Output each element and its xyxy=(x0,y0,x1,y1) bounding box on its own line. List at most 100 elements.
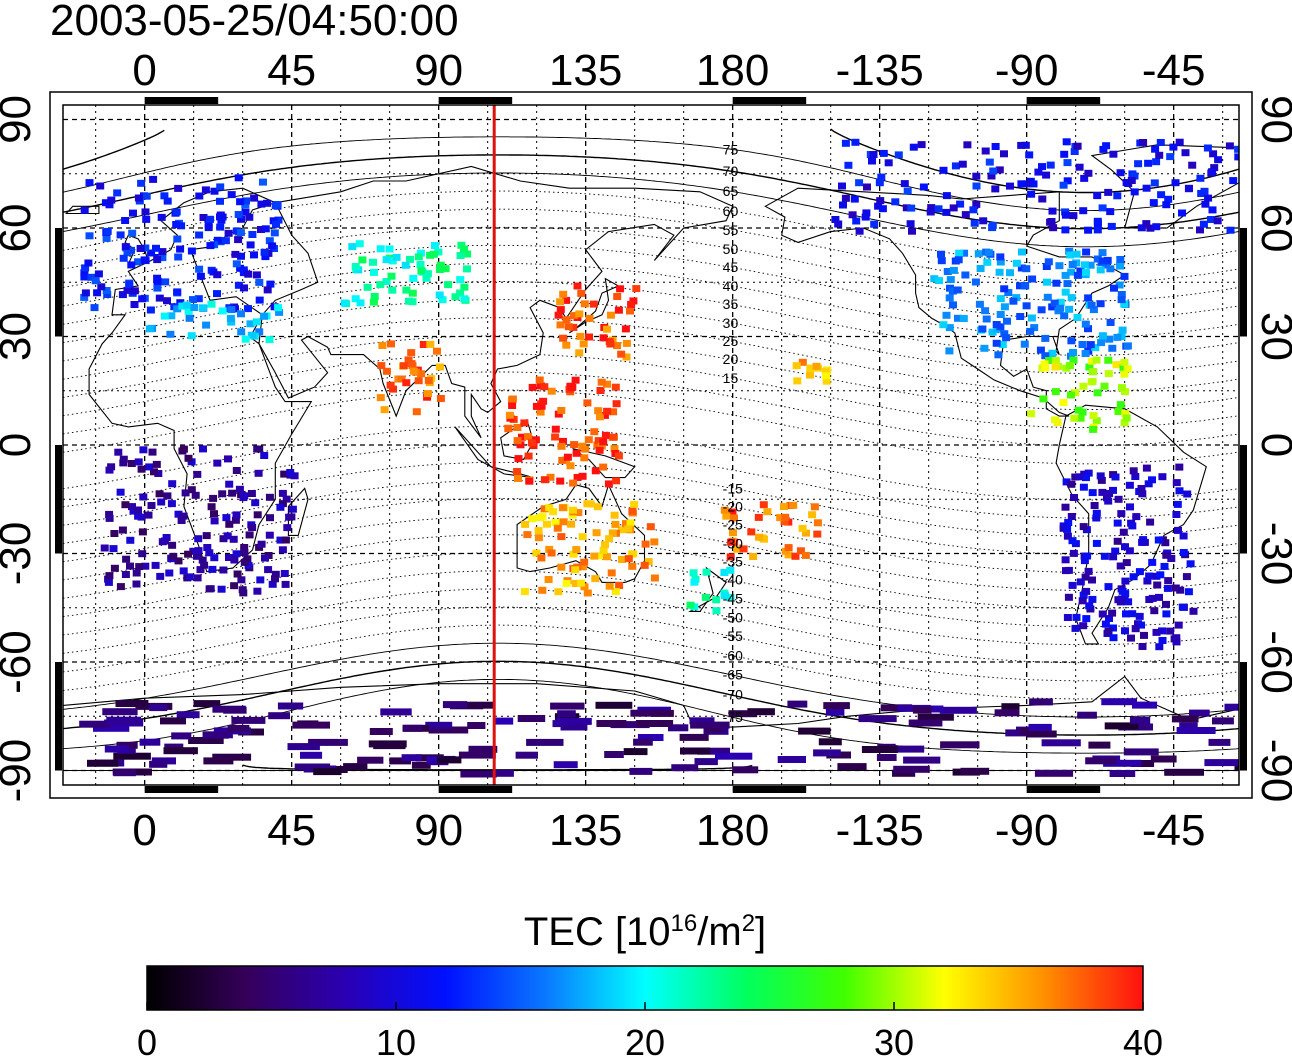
tec-point xyxy=(1164,195,1173,203)
tec-point xyxy=(113,189,122,197)
tec-point xyxy=(412,408,421,416)
tec-point xyxy=(264,566,273,574)
tec-point xyxy=(939,166,948,174)
tec-point xyxy=(987,172,996,180)
tec-point xyxy=(210,510,218,518)
tec-point xyxy=(980,344,989,352)
tec-point xyxy=(802,529,810,537)
tec-point xyxy=(397,375,406,383)
tec-point xyxy=(577,579,586,587)
tec-point xyxy=(556,477,565,485)
tec-point xyxy=(868,157,876,165)
tec-point xyxy=(996,253,1005,261)
tec-point xyxy=(213,290,221,298)
tec-point xyxy=(1102,142,1111,150)
tec-point xyxy=(253,511,262,519)
tec-point xyxy=(163,297,171,305)
tec-point xyxy=(1209,150,1218,158)
tec-point xyxy=(1002,334,1011,342)
tec-point xyxy=(513,424,522,431)
tec-point xyxy=(239,269,248,277)
tec-point xyxy=(891,198,900,206)
tec-point xyxy=(1061,556,1070,564)
tec-point xyxy=(1120,419,1129,427)
tec-point xyxy=(573,282,582,290)
tec-point xyxy=(240,492,249,500)
tec-point xyxy=(313,768,342,776)
tec-point xyxy=(560,723,588,731)
tec-point xyxy=(1204,759,1239,767)
tec-point xyxy=(1121,577,1130,585)
tec-point xyxy=(1234,763,1239,771)
tec-point xyxy=(1116,262,1124,270)
tec-point xyxy=(370,293,379,300)
tec-point xyxy=(1092,539,1101,547)
tec-point xyxy=(174,557,183,565)
contour-line xyxy=(63,226,1239,302)
tec-point xyxy=(852,217,861,225)
tec-point xyxy=(596,413,604,421)
tec-point xyxy=(875,179,884,187)
x-tick-bottom: 90 xyxy=(414,806,463,855)
tec-point xyxy=(909,143,918,151)
tec-point xyxy=(562,579,571,587)
tec-point xyxy=(972,182,981,190)
tec-point xyxy=(137,465,146,473)
tec-point xyxy=(1016,313,1025,320)
tec-point xyxy=(437,756,462,764)
tec-point xyxy=(225,480,234,488)
tec-point xyxy=(1030,324,1039,332)
tec-point xyxy=(1059,181,1068,189)
tec-point xyxy=(818,738,842,746)
tec-point xyxy=(423,393,432,401)
tec-point xyxy=(992,339,1001,347)
tec-point xyxy=(1056,304,1065,312)
tec-point xyxy=(411,761,431,769)
tec-point xyxy=(1041,364,1050,372)
tec-point xyxy=(728,508,737,516)
tec-point xyxy=(236,198,245,206)
tec-point xyxy=(611,383,620,391)
tec-point xyxy=(158,254,167,262)
tec-point xyxy=(96,182,105,190)
tec-point xyxy=(1120,358,1129,366)
tec-point xyxy=(225,520,234,528)
tec-point xyxy=(880,704,913,712)
tec-point xyxy=(1158,637,1167,644)
contour-line xyxy=(63,244,1239,320)
tec-point xyxy=(1181,149,1190,157)
tec-point xyxy=(1018,248,1026,256)
tec-point xyxy=(219,566,228,574)
tec-point xyxy=(308,738,348,746)
tec-point xyxy=(160,717,186,725)
tec-point xyxy=(912,706,932,714)
contour-line xyxy=(63,136,1239,212)
tec-point xyxy=(747,528,756,536)
tec-point xyxy=(1067,268,1076,276)
tec-point xyxy=(179,512,188,520)
tec-point xyxy=(286,469,295,476)
tec-point xyxy=(721,592,729,600)
tec-point xyxy=(494,769,514,777)
tec-point xyxy=(617,526,626,534)
tec-point xyxy=(97,283,106,291)
tec-point xyxy=(538,586,547,594)
tec-point xyxy=(1101,620,1110,628)
tec-point xyxy=(726,553,735,561)
tec-point xyxy=(839,201,847,209)
tec-point xyxy=(1088,576,1096,584)
tec-point xyxy=(553,761,578,769)
tec-point xyxy=(1123,342,1132,350)
tec-point xyxy=(1114,408,1123,415)
tec-point xyxy=(277,702,304,710)
tec-point xyxy=(300,751,323,759)
tec-point xyxy=(1017,180,1026,188)
tec-point xyxy=(1203,144,1212,152)
tec-point xyxy=(158,248,167,256)
tec-point xyxy=(382,256,391,264)
tec-point xyxy=(1224,703,1239,711)
tec-point xyxy=(388,286,397,294)
tec-point xyxy=(419,341,428,348)
tec-point xyxy=(406,255,414,263)
tec-point xyxy=(424,376,433,384)
